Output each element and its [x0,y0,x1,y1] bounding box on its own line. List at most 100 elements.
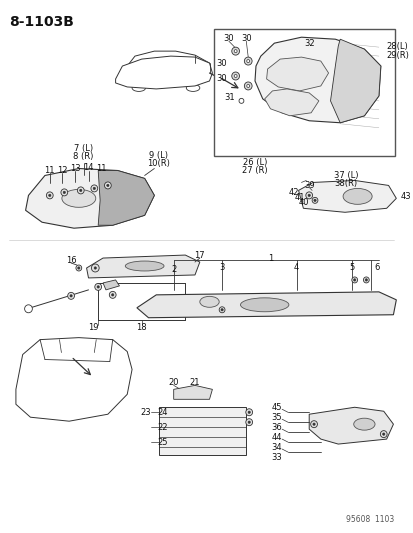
Ellipse shape [353,418,374,430]
Circle shape [218,307,224,313]
Text: 32: 32 [303,39,314,47]
Ellipse shape [199,296,218,308]
Text: 38(R): 38(R) [334,179,357,188]
Text: 21: 21 [189,378,200,387]
Circle shape [234,50,237,53]
Text: 43: 43 [399,192,410,201]
Circle shape [111,294,114,296]
Polygon shape [137,292,395,318]
Text: 36: 36 [271,423,281,432]
Circle shape [94,267,96,269]
Text: 8-1103B: 8-1103B [9,15,74,29]
Circle shape [305,192,312,199]
Ellipse shape [240,298,288,312]
Circle shape [231,72,239,80]
Polygon shape [26,168,154,228]
Circle shape [24,305,32,313]
Text: 30: 30 [216,59,227,68]
Text: 16: 16 [66,255,76,264]
Text: 45: 45 [271,403,281,412]
Text: 42: 42 [288,188,298,197]
Text: 29(R): 29(R) [386,51,408,60]
Circle shape [244,57,252,65]
Text: 30: 30 [223,34,234,43]
Polygon shape [86,255,199,278]
Circle shape [104,182,111,189]
Bar [214,29,394,156]
Text: 12: 12 [57,166,67,175]
Text: 8 (R): 8 (R) [73,152,94,161]
Polygon shape [266,57,328,91]
Circle shape [78,267,80,269]
Text: 95608  1103: 95608 1103 [345,515,394,523]
Circle shape [247,421,250,423]
Ellipse shape [62,189,95,207]
Text: 22: 22 [157,423,168,432]
Text: 24: 24 [157,408,168,417]
Circle shape [95,284,101,290]
Text: 28(L): 28(L) [386,42,407,51]
Circle shape [109,292,116,298]
Text: 11: 11 [45,166,55,175]
Ellipse shape [342,188,371,204]
Polygon shape [254,37,380,123]
Circle shape [311,197,317,203]
Circle shape [247,411,250,414]
Circle shape [363,277,368,283]
Circle shape [76,265,81,271]
Circle shape [246,84,249,87]
Circle shape [70,295,72,297]
Text: 34: 34 [271,442,281,451]
Polygon shape [309,407,392,444]
Circle shape [93,187,95,190]
Circle shape [77,187,84,194]
Text: 11: 11 [96,164,106,173]
Circle shape [312,423,314,425]
Circle shape [231,47,239,55]
Text: 13: 13 [69,164,80,173]
Text: 44: 44 [271,433,281,442]
Polygon shape [16,337,132,421]
Text: 3: 3 [219,263,224,272]
Circle shape [364,279,367,281]
Text: 33: 33 [271,453,281,462]
Text: 37 (L): 37 (L) [333,171,357,180]
Polygon shape [173,385,212,399]
Circle shape [245,409,252,416]
Circle shape [68,293,74,300]
Polygon shape [330,39,380,123]
Text: 27 (R): 27 (R) [242,166,267,175]
Ellipse shape [186,84,199,92]
Text: 18: 18 [136,323,147,332]
Text: 30: 30 [216,75,227,84]
Text: 10(R): 10(R) [147,159,169,168]
Text: 23: 23 [140,408,151,417]
Circle shape [221,309,223,311]
Circle shape [234,75,237,77]
Text: 7 (L): 7 (L) [74,144,93,153]
Ellipse shape [125,261,164,271]
Text: 31: 31 [224,93,235,102]
Circle shape [97,286,99,288]
Text: 9 (L): 9 (L) [148,151,167,160]
Text: 1: 1 [267,254,273,263]
Circle shape [107,184,109,187]
Text: 14: 14 [83,163,93,172]
Circle shape [245,419,252,426]
Text: 19: 19 [88,323,98,332]
Text: 17: 17 [194,251,205,260]
Ellipse shape [132,84,145,92]
Circle shape [310,421,317,427]
Circle shape [238,99,243,103]
Text: 25: 25 [157,438,168,447]
Text: 5: 5 [348,263,354,272]
Text: 35: 35 [271,413,281,422]
Circle shape [63,191,65,193]
Circle shape [307,194,310,197]
Circle shape [244,82,252,90]
Text: 30: 30 [240,34,251,43]
Polygon shape [98,171,154,225]
Text: 2: 2 [171,265,176,274]
Text: 6: 6 [373,263,379,272]
Polygon shape [45,361,109,389]
